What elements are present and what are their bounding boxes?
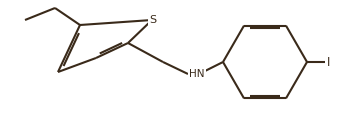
Text: I: I <box>327 55 330 69</box>
Text: HN: HN <box>189 69 204 79</box>
Text: S: S <box>149 15 156 25</box>
